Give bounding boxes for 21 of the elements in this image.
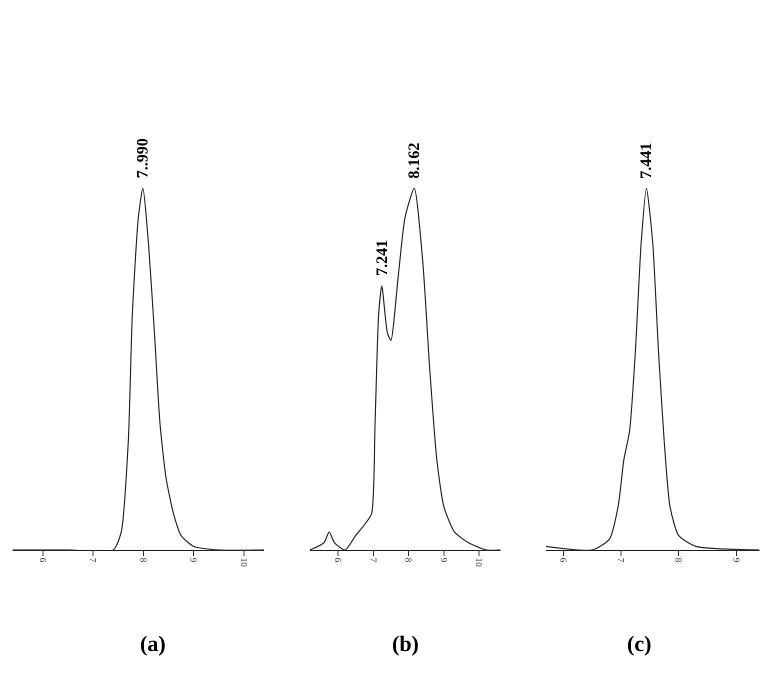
annotation: 7.241 [374, 240, 391, 276]
x-tick-label: 8 [674, 558, 684, 563]
x-tick-label: 7 [368, 558, 378, 563]
annotation: 7.441 [638, 142, 656, 179]
x-tick-label: 6 [38, 558, 48, 563]
text: (b) [392, 631, 419, 656]
x-tick-label: 6 [558, 558, 568, 563]
text: (a) [140, 631, 166, 656]
x-tick-label: 9 [188, 558, 199, 563]
annotation: 8.162 [406, 142, 423, 179]
x-tick-label: 9 [438, 558, 449, 563]
x-tick-label: 9 [731, 558, 742, 563]
annotation: 7..990 [134, 138, 152, 178]
x-tick-label: 6 [333, 558, 344, 563]
x-tick-label: 10 [239, 558, 250, 568]
x-tick-label: 8 [138, 558, 148, 563]
x-tick-label: 8 [404, 558, 414, 563]
x-tick-label: 7 [88, 558, 98, 563]
x-tick-label: 7 [616, 558, 626, 563]
text: (c) [627, 631, 652, 656]
x-tick-label: 10 [474, 558, 484, 568]
